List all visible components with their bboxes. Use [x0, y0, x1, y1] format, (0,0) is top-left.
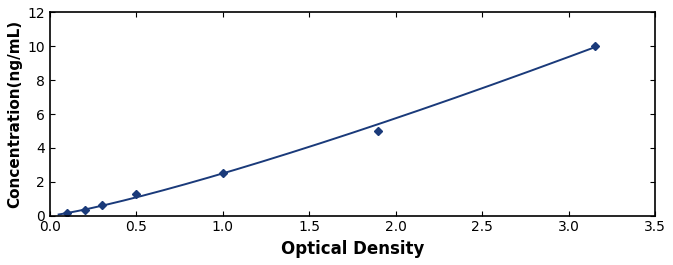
- Y-axis label: Concentration(ng/mL): Concentration(ng/mL): [7, 20, 22, 208]
- X-axis label: Optical Density: Optical Density: [281, 240, 424, 258]
